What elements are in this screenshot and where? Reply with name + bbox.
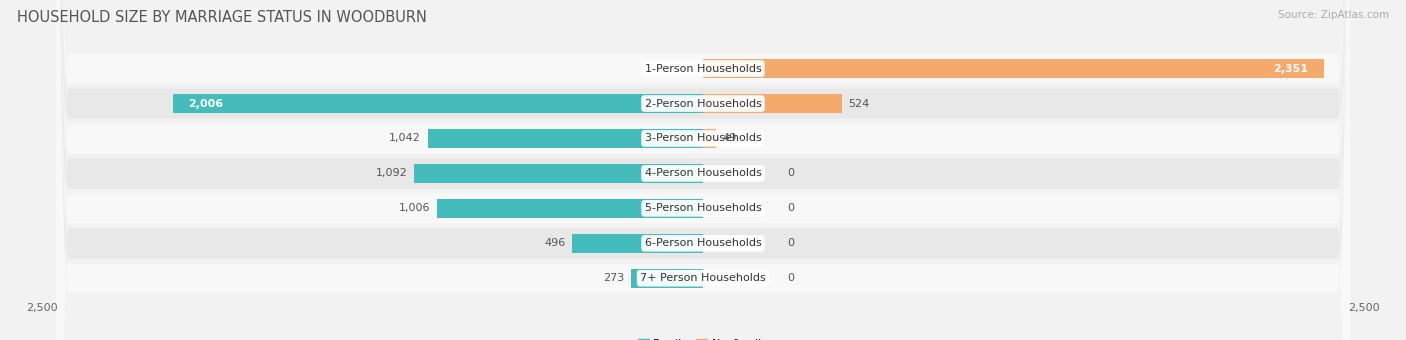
Text: 2-Person Households: 2-Person Households [644, 99, 762, 108]
Bar [572, 234, 703, 253]
Text: 0: 0 [787, 273, 794, 283]
Bar [703, 59, 1324, 78]
Text: 1,092: 1,092 [375, 168, 408, 179]
Text: Source: ZipAtlas.com: Source: ZipAtlas.com [1278, 10, 1389, 20]
FancyBboxPatch shape [55, 0, 1351, 340]
Text: 0: 0 [787, 168, 794, 179]
FancyBboxPatch shape [55, 0, 1351, 340]
Text: 496: 496 [544, 238, 565, 248]
Text: 4-Person Households: 4-Person Households [644, 168, 762, 179]
Text: 49: 49 [723, 134, 737, 143]
Bar [631, 269, 703, 288]
Bar [415, 164, 703, 183]
Text: 5-Person Households: 5-Person Households [644, 203, 762, 213]
Text: 2,006: 2,006 [188, 99, 224, 108]
Text: 273: 273 [603, 273, 624, 283]
Bar [437, 199, 703, 218]
Text: 0: 0 [787, 203, 794, 213]
Text: HOUSEHOLD SIZE BY MARRIAGE STATUS IN WOODBURN: HOUSEHOLD SIZE BY MARRIAGE STATUS IN WOO… [17, 10, 427, 25]
Text: 2,351: 2,351 [1274, 64, 1309, 73]
FancyBboxPatch shape [55, 0, 1351, 340]
FancyBboxPatch shape [55, 0, 1351, 340]
Bar [703, 129, 716, 148]
Bar [427, 129, 703, 148]
FancyBboxPatch shape [55, 0, 1351, 340]
Text: 524: 524 [848, 99, 869, 108]
Text: 1,042: 1,042 [389, 134, 420, 143]
FancyBboxPatch shape [55, 0, 1351, 340]
Text: 1-Person Households: 1-Person Households [644, 64, 762, 73]
Legend: Family, Nonfamily: Family, Nonfamily [638, 339, 768, 340]
Text: 1,006: 1,006 [399, 203, 430, 213]
Text: 7+ Person Households: 7+ Person Households [640, 273, 766, 283]
FancyBboxPatch shape [55, 0, 1351, 340]
Bar [703, 94, 842, 113]
Text: 6-Person Households: 6-Person Households [644, 238, 762, 248]
Text: 0: 0 [787, 238, 794, 248]
Bar [173, 94, 703, 113]
Text: 3-Person Households: 3-Person Households [644, 134, 762, 143]
